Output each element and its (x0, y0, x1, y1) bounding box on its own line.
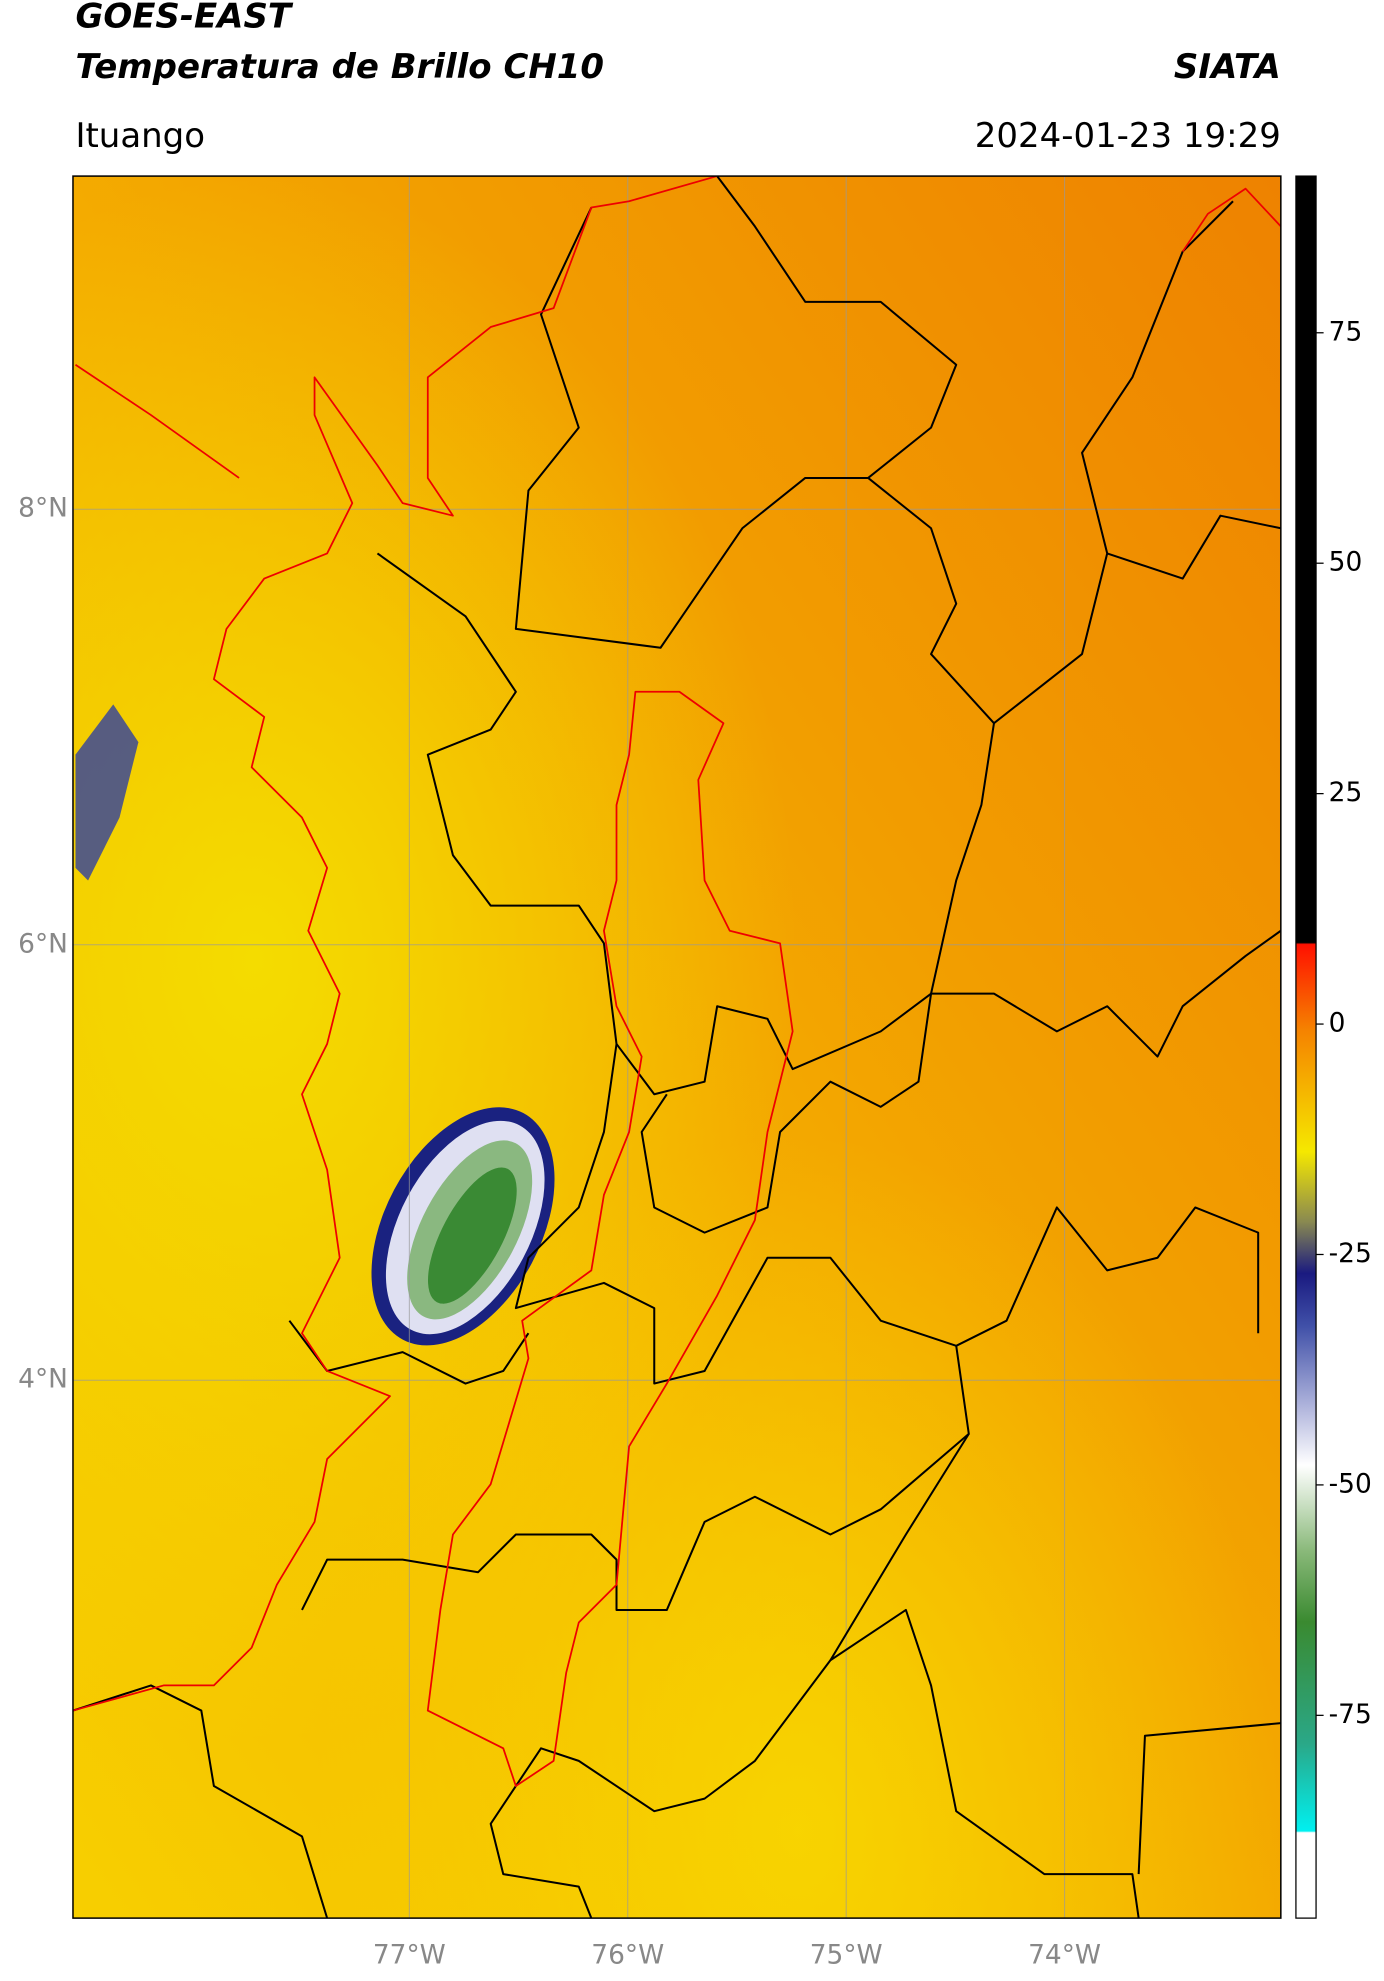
border (489, 1433, 1281, 1919)
border (514, 1043, 1260, 1385)
border (867, 200, 1281, 725)
border (72, 1684, 329, 1919)
border (640, 723, 995, 1234)
title-line1: GOES-EAST (75, 0, 293, 37)
colorbar (1295, 175, 1317, 1919)
colorbar-tick-label: 50 (1329, 547, 1363, 578)
longitude-label: 77°W (373, 1939, 446, 1970)
convective-cloud (371, 1107, 555, 1346)
axes: 77°W 76°W 75°W 74°W 8°N 6°N 4°N 75 50 25 0 -25 -50 -7… (18, 316, 1372, 1970)
longitude-label: 75°W (810, 1939, 883, 1970)
latitude-label: 8°N (18, 493, 68, 524)
colorbar-tick-label: 25 (1329, 777, 1363, 808)
timestamp: 2024-01-23 19:29 (975, 116, 1281, 156)
border (514, 176, 958, 649)
location: Ituango (75, 116, 205, 156)
map-shade (72, 176, 1281, 1919)
border (376, 552, 1281, 1096)
colorbar-tick-label: 0 (1329, 1008, 1346, 1039)
colorbar-tick-label: -25 (1329, 1238, 1372, 1269)
colorbar-tick-label: -50 (1329, 1468, 1372, 1499)
latitude-label: 4°N (18, 1364, 68, 1395)
longitude-label: 76°W (591, 1939, 664, 1970)
colorbar-tick-label: 75 (1329, 316, 1363, 347)
region-boundary (426, 690, 794, 1787)
organization: SIATA (1174, 47, 1281, 87)
latitude-label: 6°N (18, 928, 68, 959)
cloud-band (75, 704, 139, 881)
coastline (1181, 187, 1281, 253)
grid (72, 176, 1281, 1919)
longitude-label: 74°W (1028, 1939, 1101, 1970)
title-line2: Temperatura de Brillo CH10 (75, 47, 604, 87)
map-frame (72, 175, 1282, 1919)
map-image (72, 176, 1281, 1919)
colorbar-tick-label: -75 (1329, 1699, 1372, 1730)
coastline (72, 176, 718, 1712)
